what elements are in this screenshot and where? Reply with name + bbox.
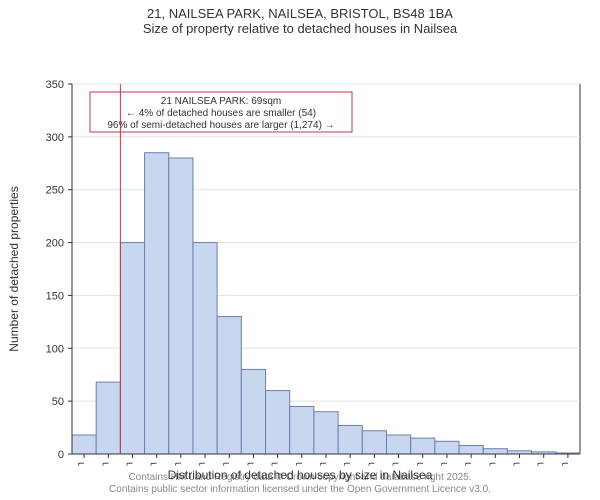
histogram-bar — [266, 391, 290, 454]
y-tick-label: 300 — [46, 132, 64, 144]
y-tick-label: 100 — [46, 343, 64, 355]
x-tick-label: 337sqm — [462, 462, 474, 466]
histogram-bar — [411, 438, 435, 454]
histogram-bar — [72, 435, 96, 454]
x-tick-label: 187sqm — [269, 462, 281, 466]
footer-line2: Contains public sector information licen… — [0, 484, 600, 496]
y-tick-label: 150 — [46, 290, 64, 302]
x-tick-label: 281sqm — [390, 462, 402, 466]
y-tick-label: 250 — [46, 185, 64, 197]
x-tick-label: 225sqm — [317, 462, 329, 466]
y-axis-label: Number of detached properties — [7, 186, 21, 351]
x-tick-label: 300sqm — [414, 462, 426, 466]
x-tick-label: 75sqm — [123, 462, 135, 466]
histogram-bar — [459, 446, 483, 454]
callout-line: ← 4% of detached houses are smaller (54) — [126, 108, 316, 119]
x-tick-label: 243sqm — [341, 462, 353, 466]
histogram-bar — [290, 406, 314, 454]
x-tick-label: 393sqm — [535, 462, 547, 466]
x-axis-label: Distribution of detached houses by size … — [0, 468, 600, 482]
callout-line: 21 NAILSEA PARK: 69sqm — [161, 96, 281, 107]
chart-titles: 21, NAILSEA PARK, NAILSEA, BRISTOL, BS48… — [0, 0, 600, 36]
histogram-bar — [169, 158, 193, 454]
y-tick-label: 200 — [46, 238, 64, 250]
x-tick-label: 37sqm — [75, 462, 87, 466]
x-tick-label: 318sqm — [438, 462, 450, 466]
x-tick-label: 112sqm — [172, 462, 184, 466]
x-tick-label: 131sqm — [196, 462, 208, 466]
callout-line: 96% of semi-detached houses are larger (… — [107, 120, 334, 131]
histogram-bar — [362, 431, 386, 454]
title-main: 21, NAILSEA PARK, NAILSEA, BRISTOL, BS48… — [0, 6, 600, 21]
histogram-bar — [483, 449, 507, 454]
title-sub: Size of property relative to detached ho… — [0, 21, 600, 36]
x-tick-label: 150sqm — [220, 462, 232, 466]
histogram-bar — [145, 153, 169, 454]
x-tick-label: 206sqm — [293, 462, 305, 466]
x-tick-label: 412sqm — [559, 462, 571, 466]
histogram-bar — [96, 382, 120, 454]
x-tick-label: 168sqm — [244, 462, 256, 466]
histogram-bar — [435, 441, 459, 454]
y-tick-label: 0 — [58, 449, 64, 461]
histogram-bar — [338, 425, 362, 454]
histogram-bar — [217, 317, 241, 454]
x-tick-label: 356sqm — [486, 462, 498, 466]
x-tick-label: 375sqm — [511, 462, 523, 466]
histogram-bar — [386, 435, 410, 454]
histogram-chart: 0 50 100 150 200 250 300 350 37sqm 56sqm 75sqm 93sq… — [0, 36, 600, 466]
y-tick-label: 350 — [46, 79, 64, 91]
x-tick-label: 93sqm — [148, 462, 160, 466]
x-tick-label: 56sqm — [99, 462, 111, 466]
histogram-bar — [193, 243, 217, 454]
histogram-bar — [241, 369, 265, 454]
histogram-bar — [314, 412, 338, 454]
histogram-bar — [120, 243, 144, 454]
y-tick-label: 50 — [52, 396, 64, 408]
x-tick-label: 262sqm — [365, 462, 377, 466]
